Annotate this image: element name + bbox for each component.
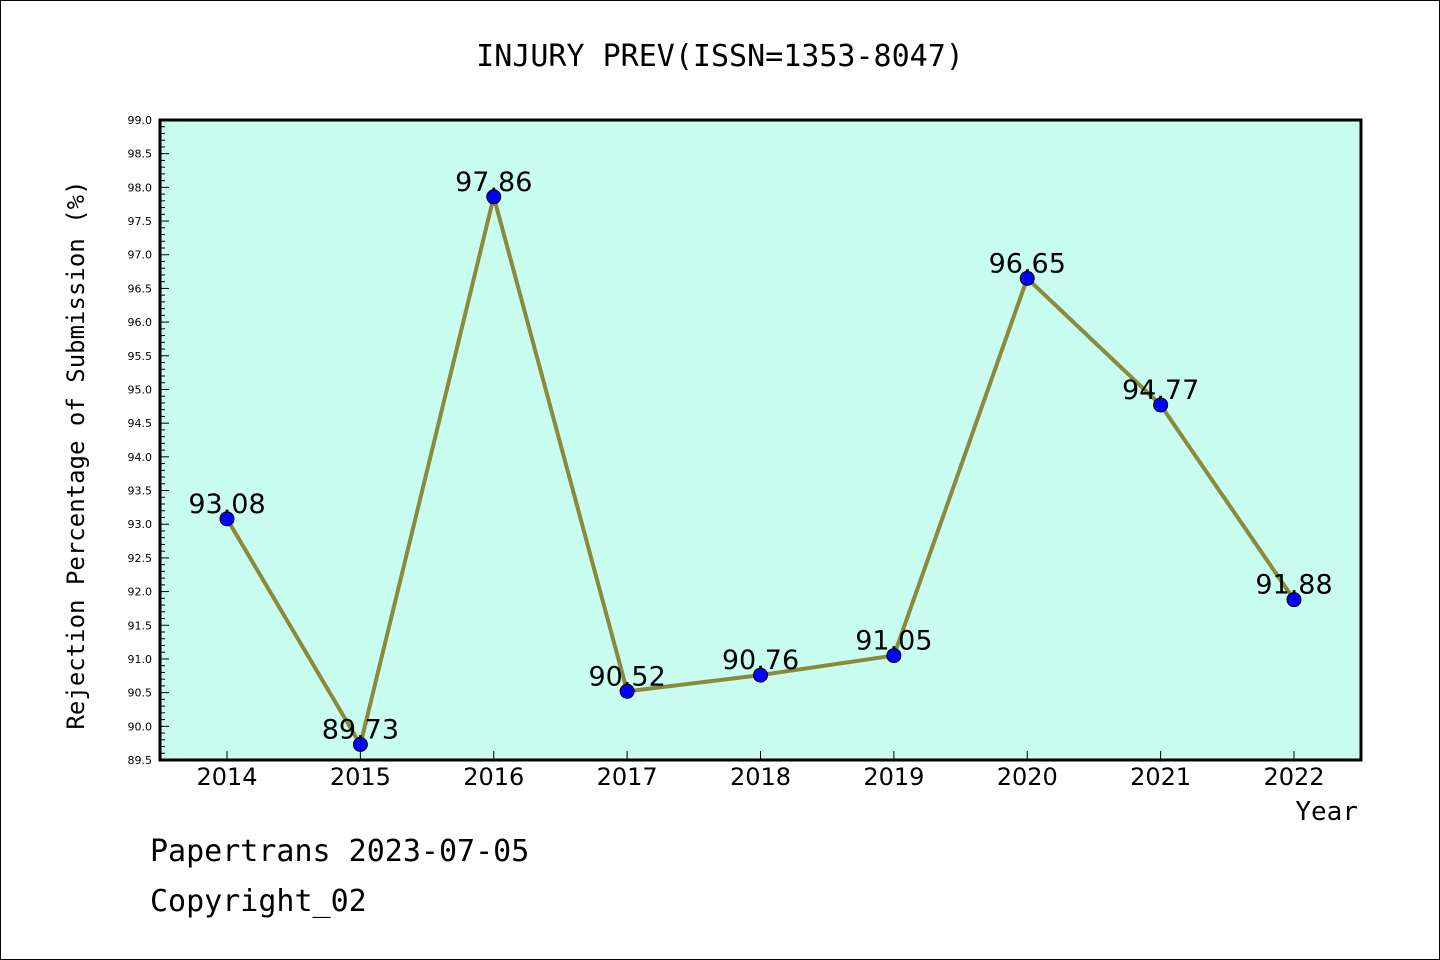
- y-tick-label: 91.5: [128, 619, 153, 632]
- y-tick-label: 96.0: [128, 316, 153, 329]
- y-tick-label: 93.5: [128, 485, 153, 498]
- data-point: [753, 667, 768, 683]
- y-tick-label: 90.5: [128, 687, 153, 700]
- data-point: [619, 683, 635, 699]
- data-label: 96.65: [989, 248, 1066, 279]
- data-label: 91.05: [855, 626, 932, 657]
- data-point: [1286, 592, 1302, 608]
- y-tick-label: 96.5: [128, 282, 153, 295]
- y-tick-label: 98.0: [128, 181, 153, 194]
- y-tick-label: 95.0: [128, 383, 153, 396]
- data-point: [1019, 270, 1035, 286]
- x-tick-label: 2020: [997, 763, 1058, 791]
- y-tick-label: 94.0: [128, 451, 153, 464]
- data-label: 90.76: [722, 645, 799, 676]
- x-axis-label: Year: [1295, 797, 1358, 827]
- y-tick-label: 93.0: [128, 518, 153, 531]
- data-label: 90.52: [588, 661, 665, 692]
- data-point: [1153, 397, 1169, 413]
- footer-copyright: Copyright_02: [150, 884, 367, 919]
- data-labels: 93.08 89.73 97.86 90.52 90.76 91.05 96.65 94.77…: [188, 167, 1332, 746]
- y-tick-label: 97.5: [128, 215, 153, 228]
- y-axis: 89.5 90.0 90.5 91.0 91.5 92.0 92.5 93.0 93.5 94.0…: [128, 114, 169, 767]
- y-tick-label: 92.5: [128, 552, 153, 565]
- series-markers: [219, 189, 1302, 753]
- y-tick-label: 89.5: [128, 754, 153, 767]
- x-tick-label: 2022: [1263, 763, 1324, 791]
- data-point: [219, 511, 235, 527]
- x-tick-label: 2016: [463, 763, 524, 791]
- data-label: 91.88: [1255, 570, 1332, 601]
- x-tick-label: 2017: [597, 763, 658, 791]
- data-label: 97.86: [455, 167, 532, 198]
- data-label: 89.73: [322, 715, 399, 746]
- data-point: [352, 737, 368, 753]
- plot-area: [158, 118, 1363, 762]
- x-tick-label: 2019: [863, 763, 924, 791]
- y-tick-label: 95.5: [128, 350, 153, 363]
- x-tick-label: 2018: [730, 763, 791, 791]
- data-point: [886, 648, 902, 664]
- y-tick-label: 98.5: [128, 148, 153, 161]
- y-tick-label: 94.5: [128, 417, 153, 430]
- y-tick-label: 92.0: [128, 586, 153, 599]
- data-point: [486, 189, 502, 205]
- footer-date: Papertrans 2023-07-05: [150, 834, 530, 869]
- y-tick-label: 99.0: [128, 114, 153, 127]
- y-tick-label: 90.0: [128, 720, 153, 733]
- y-axis-label: Rejection Percentage of Submission (%): [62, 180, 90, 729]
- x-tick-label: 2021: [1130, 763, 1191, 791]
- x-tick-label: 2015: [330, 763, 391, 791]
- data-label: 93.08: [188, 489, 265, 520]
- data-label: 94.77: [1122, 375, 1199, 406]
- chart-title: INJURY PREV(ISSN=1353-8047): [476, 39, 964, 74]
- y-tick-label: 97.0: [128, 249, 153, 262]
- x-axis: 2014 2015 2016 2017 2018 2019 2020 2021 2022: [196, 751, 1325, 791]
- y-tick-label: 91.0: [128, 653, 153, 666]
- x-tick-label: 2014: [196, 763, 257, 791]
